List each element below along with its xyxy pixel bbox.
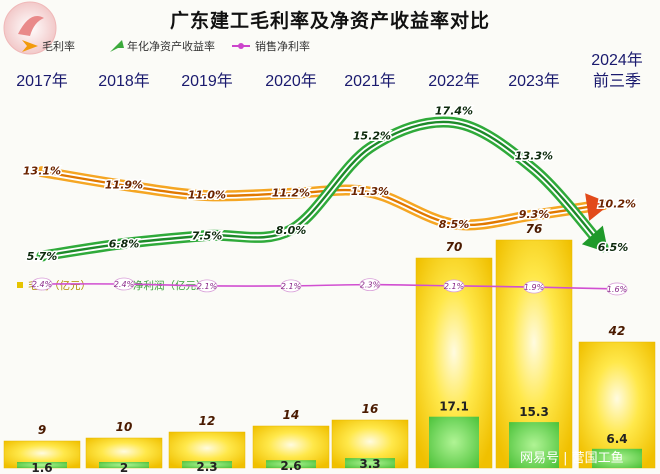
- legend-top: 毛利率 年化净资产收益率 销售净利率: [22, 39, 310, 53]
- net-profit-label: 2: [120, 461, 128, 474]
- net-margin-label: 2.1%: [197, 282, 217, 291]
- bars-layer: 9 10 12 14 16 70 76 42 1.6 2 2.3 2.6 3.3 17.1 15.3 6.4: [3, 222, 656, 474]
- legend-swatch-gross-profit: [17, 282, 23, 288]
- net-margin-label: 2.3%: [360, 281, 380, 290]
- net-margin-label: 2.4%: [32, 280, 52, 289]
- marker-icon: [238, 43, 244, 49]
- roe-label: 15.2%: [353, 130, 391, 143]
- roe-label: 5.7%: [27, 250, 58, 263]
- roe-label: 7.5%: [192, 230, 223, 243]
- gross-margin-arrow-icon: [585, 193, 611, 221]
- net-profit-bar: [429, 416, 479, 468]
- lines-layer: 13.1% 11.9% 11.0% 11.2% 11.3% 8.5% 9.3% 10.2% 5.…: [21, 103, 637, 264]
- x-tick-label: 2024年前三季: [591, 51, 643, 90]
- x-tick-label: 2021年: [344, 72, 396, 90]
- legend-item-roe: 年化净资产收益率: [110, 39, 215, 53]
- gross-profit-label: 14: [283, 408, 300, 422]
- net-margin-marker: [31, 277, 53, 291]
- net-profit-label: 3.3: [359, 457, 380, 471]
- net-margin-marker: [359, 278, 381, 292]
- x-tick-label: 2019年: [181, 72, 233, 90]
- net-profit-label: 2.3: [196, 460, 217, 474]
- gross-margin-label: 11.3%: [351, 185, 389, 198]
- x-tick-label: 2017年: [16, 72, 68, 90]
- roe-label: 8.0%: [276, 224, 307, 237]
- legend-item-gross-margin: 毛利率: [22, 39, 75, 53]
- gross-profit-label: 12: [199, 414, 216, 428]
- net-margin-label: 2.1%: [281, 282, 301, 291]
- net-profit-label: 2.6: [280, 459, 301, 473]
- gross-profit-label: 76: [526, 222, 543, 236]
- legend-item-net-margin: 销售净利率: [232, 39, 310, 53]
- x-axis-labels: 2017年 2018年 2019年 2020年 2021年 2022年 2023年 2024年…: [16, 51, 643, 90]
- net-profit-bar: [99, 462, 149, 468]
- gross-profit-label: 70: [446, 240, 463, 254]
- legend-label: 销售净利率: [255, 39, 310, 53]
- net-margin-marker: [196, 279, 218, 293]
- net-profit-bar: [345, 458, 395, 468]
- net-margin-label: 1.9%: [524, 283, 544, 292]
- net-margin-marker: [113, 277, 135, 291]
- net-profit-bar: [509, 422, 559, 468]
- net-profit-label: 17.1: [439, 400, 469, 414]
- net-profit-bar: [266, 460, 316, 468]
- gross-profit-bar: [578, 341, 656, 469]
- x-tick-label: 2022年: [428, 72, 480, 90]
- x-tick-label: 2018年: [98, 72, 150, 90]
- gross-profit-label: 9: [38, 423, 46, 437]
- gross-profit-label: 16: [362, 402, 379, 416]
- arrow-icon: [22, 40, 38, 52]
- x-tick-label: 2020年: [265, 72, 317, 90]
- net-margin-marker: [523, 280, 545, 294]
- roe-line-inner: [41, 120, 604, 258]
- roe-arrow-icon: [581, 225, 609, 253]
- chart-title: 广东建工毛利率及净资产收益率对比: [170, 9, 490, 32]
- net-margin-label: 1.6%: [607, 285, 627, 294]
- x-tick-label: 2023年: [508, 72, 560, 90]
- net-profit-bar: [592, 448, 642, 468]
- gross-profit-label: 42: [608, 324, 626, 338]
- gross-profit-label: 10: [116, 420, 133, 434]
- gross-margin-label: 11.2%: [272, 186, 310, 199]
- net-profit-bar: [17, 462, 67, 468]
- roe-label: 6.5%: [598, 241, 629, 254]
- net-profit-label: 6.4: [606, 432, 627, 446]
- roe-label: 13.3%: [515, 149, 553, 162]
- legend-label: 毛利率: [42, 39, 75, 53]
- gross-margin-label: 11.9%: [105, 178, 143, 191]
- net-profit-label: 1.6: [31, 461, 52, 474]
- logo-icon: [3, 1, 57, 55]
- gross-margin-label: 11.0%: [188, 189, 226, 202]
- legend-label: 年化净资产收益率: [127, 39, 215, 53]
- net-profit-label: 15.3: [519, 405, 549, 419]
- net-margin-label: 2.4%: [114, 280, 134, 289]
- arrow-icon: [110, 40, 124, 52]
- net-margin-layer: 2.4% 2.4% 2.1% 2.1% 2.3% 2.1% 1.9% 1.6%: [31, 277, 628, 296]
- gross-margin-label: 10.2%: [598, 198, 636, 211]
- net-margin-marker: [443, 279, 465, 293]
- gross-margin-label: 13.1%: [23, 165, 61, 178]
- watermark: 网易号 | 营国工鱼: [520, 450, 624, 466]
- net-margin-marker: [606, 282, 628, 296]
- net-profit-bar: [182, 461, 232, 468]
- gross-margin-label: 8.5%: [439, 218, 470, 231]
- net-margin-label: 2.1%: [444, 282, 464, 291]
- roe-label: 6.8%: [109, 237, 140, 250]
- roe-label: 17.4%: [435, 105, 473, 118]
- net-margin-marker: [280, 279, 302, 293]
- gross-margin-label: 9.3%: [519, 208, 550, 221]
